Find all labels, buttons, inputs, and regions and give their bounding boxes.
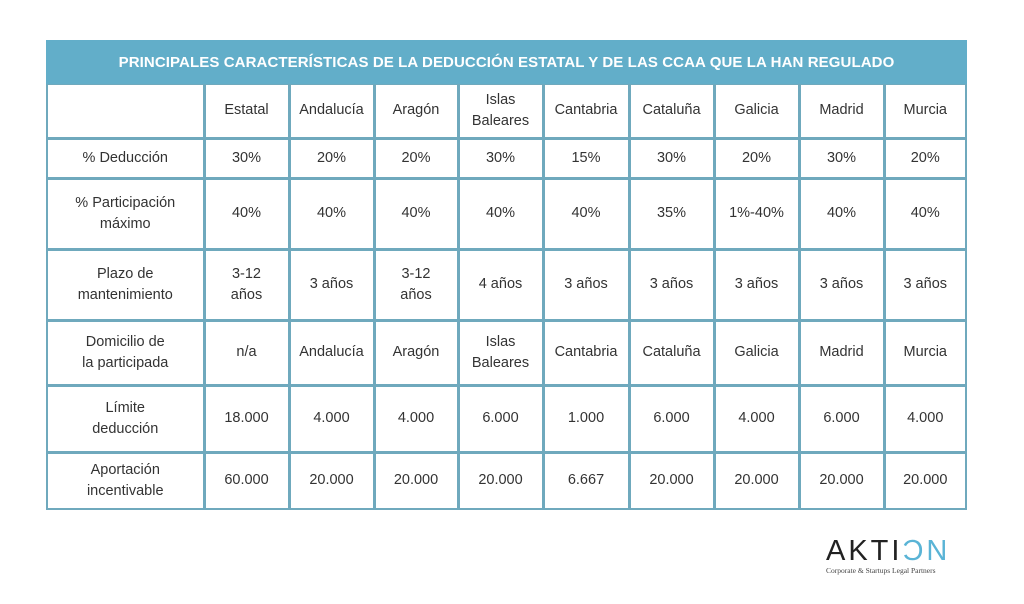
- column-header: Andalucía: [290, 85, 373, 137]
- table-cell: 30%: [630, 139, 713, 177]
- table-cell: 20.000: [459, 453, 542, 508]
- table-cell: 30%: [459, 139, 542, 177]
- row-label: Aportación incentivable: [48, 453, 203, 508]
- table-cell: 6.000: [630, 386, 713, 451]
- column-header: Murcia: [885, 85, 965, 137]
- table-cell: 3 años: [800, 250, 883, 319]
- row-label: Domicilio de la participada: [48, 321, 203, 384]
- table-cell: 40%: [885, 179, 965, 248]
- table-cell: Galicia: [715, 321, 798, 384]
- table-cell: 20%: [715, 139, 798, 177]
- table-cell: 6.667: [544, 453, 628, 508]
- column-header: Aragón: [375, 85, 457, 137]
- table-cell: 3-12 años: [205, 250, 288, 319]
- table-cell: 40%: [375, 179, 457, 248]
- row-label: Plazo de mantenimiento: [48, 250, 203, 319]
- row-label: Límite deducción: [48, 386, 203, 451]
- table-cell: 40%: [205, 179, 288, 248]
- table-cell: 40%: [290, 179, 373, 248]
- table-cell: Cataluña: [630, 321, 713, 384]
- table-cell: 3-12 años: [375, 250, 457, 319]
- table-cell: 6.000: [800, 386, 883, 451]
- table-cell: 35%: [630, 179, 713, 248]
- table-cell: 20.000: [885, 453, 965, 508]
- table-cell: 30%: [205, 139, 288, 177]
- table-cell: Aragón: [375, 321, 457, 384]
- table-cell: 40%: [459, 179, 542, 248]
- table-cell: 40%: [544, 179, 628, 248]
- table-cell: 4.000: [885, 386, 965, 451]
- column-header: Cantabria: [544, 85, 628, 137]
- table-cell: 3 años: [290, 250, 373, 319]
- row-label: % Deducción: [48, 139, 203, 177]
- column-header: Madrid: [800, 85, 883, 137]
- table-cell: 18.000: [205, 386, 288, 451]
- deduction-table: PRINCIPALES CARACTERÍSTICAS DE LA DEDUCC…: [46, 40, 967, 510]
- column-header: Cataluña: [630, 85, 713, 137]
- table-cell: 20%: [885, 139, 965, 177]
- table-cell: 20.000: [800, 453, 883, 508]
- table-cell: 30%: [800, 139, 883, 177]
- table-cell: 3 años: [630, 250, 713, 319]
- table-cell: 4.000: [375, 386, 457, 451]
- table-cell: 3 años: [715, 250, 798, 319]
- logo-tagline: Corporate & Startups Legal Partners: [826, 566, 936, 575]
- table-cell: 1%-40%: [715, 179, 798, 248]
- table-cell: Islas Baleares: [459, 321, 542, 384]
- table-cell: 4.000: [290, 386, 373, 451]
- table-cell: 20.000: [375, 453, 457, 508]
- table-cell: Murcia: [885, 321, 965, 384]
- column-header: Estatal: [205, 85, 288, 137]
- table-cell: Cantabria: [544, 321, 628, 384]
- column-header: Islas Baleares: [459, 85, 542, 137]
- table-cell: 3 años: [544, 250, 628, 319]
- table-cell: Andalucía: [290, 321, 373, 384]
- table-cell: 60.000: [205, 453, 288, 508]
- header-corner-cell: [48, 85, 203, 137]
- table-cell: 6.000: [459, 386, 542, 451]
- table-cell: 1.000: [544, 386, 628, 451]
- row-label: % Participación máximo: [48, 179, 203, 248]
- table-cell: 20.000: [290, 453, 373, 508]
- table-cell: 20.000: [630, 453, 713, 508]
- table-cell: 4.000: [715, 386, 798, 451]
- table-cell: 20%: [290, 139, 373, 177]
- logo-word-accent: ƆN: [902, 535, 951, 567]
- table-cell: 20%: [375, 139, 457, 177]
- aktion-logo: AKTIƆN Corporate & Startups Legal Partne…: [826, 536, 956, 576]
- table-cell: n/a: [205, 321, 288, 384]
- logo-word-main: AKTI: [826, 535, 903, 567]
- table-cell: 20.000: [715, 453, 798, 508]
- table-cell: 4 años: [459, 250, 542, 319]
- table-cell: 40%: [800, 179, 883, 248]
- table-title: PRINCIPALES CARACTERÍSTICAS DE LA DEDUCC…: [46, 40, 967, 84]
- table-grid: Estatal Andalucía Aragón Islas Baleares Cant…: [46, 84, 967, 510]
- table-cell: Madrid: [800, 321, 883, 384]
- column-header: Galicia: [715, 85, 798, 137]
- logo-wordmark: AKTIƆN: [826, 536, 956, 566]
- table-cell: 15%: [544, 139, 628, 177]
- table-cell: 3 años: [885, 250, 965, 319]
